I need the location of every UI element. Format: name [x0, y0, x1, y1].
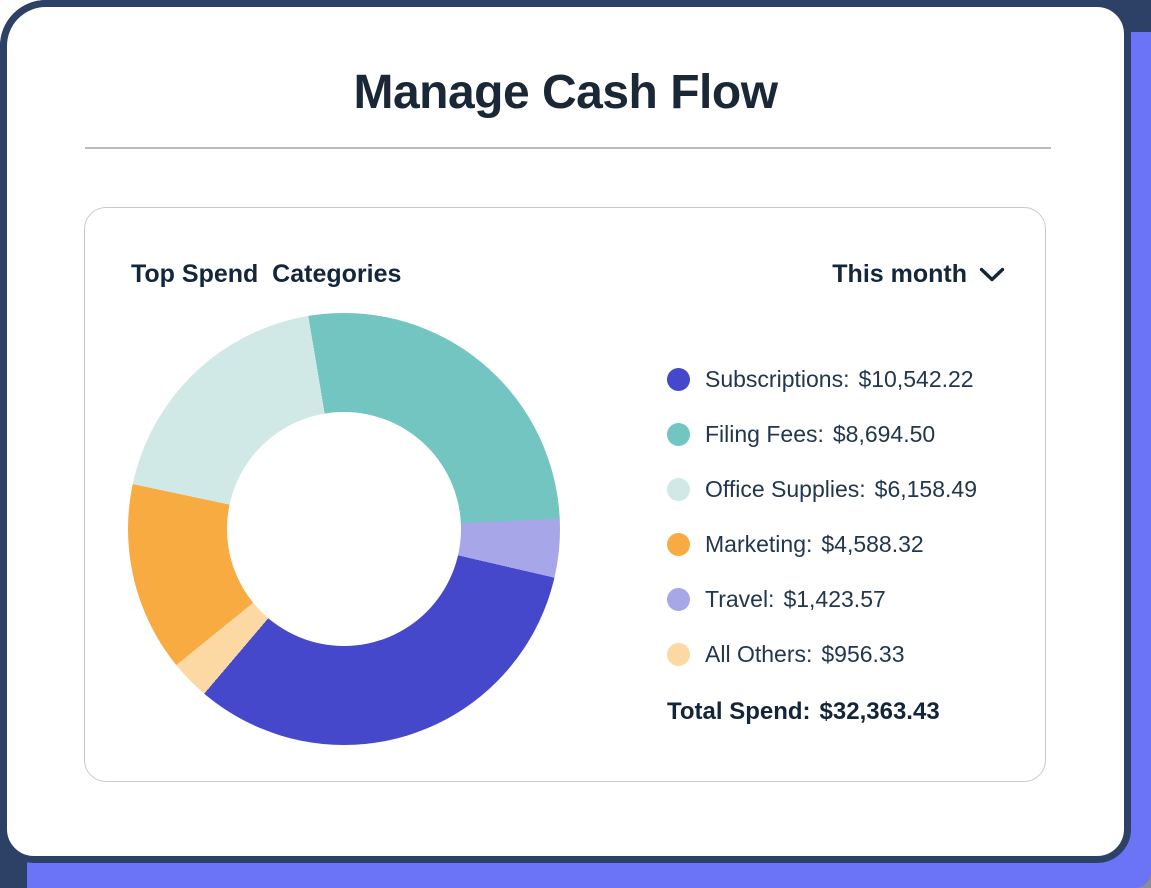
legend-label: All Others:	[705, 641, 813, 667]
legend-item: Subscriptions: $10,542.22	[667, 352, 1027, 407]
legend-text: Marketing: $4,588.32	[705, 531, 924, 558]
legend-amount: $6,158.49	[874, 476, 977, 502]
legend-item: Office Supplies: $6,158.49	[667, 462, 1027, 517]
total-spend: Total Spend: $32,363.43	[667, 698, 940, 726]
total-spend-amount: $32,363.43	[819, 698, 940, 725]
legend-amount: $1,423.57	[783, 586, 886, 612]
total-spend-label: Total Spend:	[667, 698, 811, 725]
period-selector[interactable]: This month	[832, 260, 1005, 289]
legend-text: Travel: $1,423.57	[705, 586, 886, 613]
panel-heading: Top Spend Categories	[131, 260, 402, 288]
chevron-down-icon	[979, 267, 1005, 283]
panel-header: Top Spend Categories This month	[131, 260, 1005, 289]
legend-swatch-marketing	[667, 533, 690, 556]
legend-swatch-travel	[667, 588, 690, 611]
legend-amount: $8,694.50	[832, 421, 936, 447]
legend-label: Office Supplies:	[705, 476, 866, 502]
chart-panel: Top Spend Categories This month Subscri	[84, 207, 1046, 782]
main-card: Manage Cash Flow Top Spend Categories Th…	[0, 0, 1131, 863]
legend-item: Filing Fees: $8,694.50	[667, 407, 1027, 462]
legend-amount: $4,588.32	[821, 531, 924, 557]
legend-label: Filing Fees:	[705, 421, 824, 447]
period-label: This month	[832, 260, 967, 288]
legend-label: Subscriptions:	[705, 366, 850, 392]
legend-text: Office Supplies: $6,158.49	[705, 476, 977, 503]
legend-item: Travel: $1,423.57	[667, 572, 1027, 627]
title-divider	[85, 147, 1051, 149]
legend-swatch-subscriptions	[667, 368, 690, 391]
legend-label: Marketing:	[705, 531, 813, 557]
legend-text: Filing Fees: $8,694.50	[705, 421, 935, 448]
page-title: Manage Cash Flow	[353, 66, 778, 119]
chart-legend: Subscriptions: $10,542.22 Filing Fees: $8,…	[667, 352, 1027, 682]
legend-swatch-filing-fees	[667, 423, 690, 446]
legend-item: All Others: $956.33	[667, 627, 1027, 682]
legend-label: Travel:	[705, 586, 775, 612]
legend-swatch-all-others	[667, 643, 690, 666]
donut-chart	[128, 313, 560, 745]
legend-swatch-office-supplies	[667, 478, 690, 501]
legend-text: All Others: $956.33	[705, 641, 905, 668]
legend-text: Subscriptions: $10,542.22	[705, 366, 974, 393]
legend-amount: $10,542.22	[858, 366, 974, 392]
donut-hole	[227, 412, 461, 646]
legend-amount: $956.33	[821, 641, 905, 667]
legend-item: Marketing: $4,588.32	[667, 517, 1027, 572]
